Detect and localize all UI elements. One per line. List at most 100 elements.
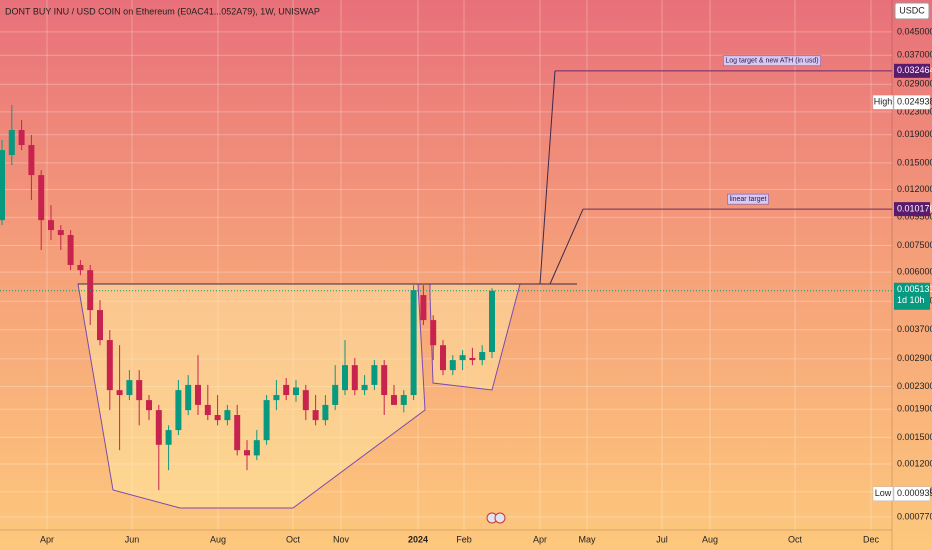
- candle-body: [67, 235, 74, 265]
- y-tick-label: 0.001200: [897, 458, 932, 468]
- candle-body: [0, 150, 5, 221]
- candle-body: [361, 384, 368, 391]
- y-tick-label: 0.009500: [897, 212, 932, 222]
- candle-body: [204, 404, 211, 416]
- y-tick-label: 0.006000: [897, 267, 932, 277]
- candle-body: [293, 387, 299, 396]
- x-tick-label: May: [578, 534, 596, 544]
- target-label-bg: [723, 55, 821, 67]
- candle-body: [28, 145, 35, 176]
- candle-body: [126, 380, 133, 396]
- countdown: 1d 10h: [897, 295, 925, 305]
- candle-body: [253, 440, 260, 456]
- candle-body: [391, 395, 397, 405]
- candle-body: [322, 404, 329, 421]
- target-label-bg: [727, 193, 769, 205]
- candle-body: [214, 415, 221, 421]
- currency-box: [894, 2, 930, 20]
- candle-body: [185, 384, 192, 411]
- candle-body: [440, 345, 446, 371]
- candle-body: [273, 395, 280, 401]
- target-label: linear target: [730, 196, 767, 203]
- candle-body: [420, 295, 427, 321]
- candle-body: [57, 230, 64, 236]
- candle-body: [332, 384, 339, 405]
- candle-body: [175, 390, 182, 431]
- projection-line: [549, 208, 584, 285]
- y-tick-label: 0.037000: [897, 50, 932, 60]
- candle-body: [342, 365, 348, 391]
- candle-body: [283, 384, 290, 396]
- candle-body: [87, 270, 94, 311]
- candle-body: [146, 400, 152, 411]
- price-label: 0.024938: [897, 97, 932, 107]
- y-tick-label: 0.023000: [897, 106, 932, 116]
- candles: [0, 105, 495, 491]
- currency: USDC: [899, 5, 925, 15]
- x-tick-label: Jul: [656, 534, 668, 544]
- price-box: [893, 486, 931, 502]
- candle-body: [371, 365, 378, 385]
- candle-body: [263, 400, 270, 441]
- candle-body: [116, 390, 123, 396]
- candle-body: [400, 395, 407, 405]
- candle-body: [479, 352, 486, 361]
- x-tick-label: Apr: [533, 534, 547, 544]
- y-tick-label: 0.002300: [897, 381, 932, 391]
- candle-body: [410, 290, 417, 396]
- x-tick-label: Aug: [702, 534, 718, 544]
- y-tick-label: 0.029000: [897, 79, 932, 89]
- x-tick-label: Oct: [788, 534, 803, 544]
- x-tick-label: Dec: [863, 534, 880, 544]
- candle-body: [489, 290, 495, 353]
- candle-body: [165, 430, 172, 445]
- candle-body: [48, 220, 54, 231]
- y-tick-label: 0.045000: [897, 26, 932, 36]
- candle-body: [77, 264, 84, 271]
- x-tick-label: Apr: [40, 534, 54, 544]
- candle-body: [18, 130, 25, 146]
- mark-label: Low: [875, 488, 892, 498]
- chart-title: DONT BUY INU / USD COIN on Ethereum (E0A…: [5, 6, 320, 16]
- y-tick-label: 0.003700: [897, 324, 932, 334]
- price-box: [894, 63, 930, 78]
- price-label: 0.000935: [897, 488, 932, 498]
- candle-body: [381, 365, 388, 396]
- y-tick-label: 0.002900: [897, 353, 932, 363]
- x-tick-label: 2024: [408, 534, 428, 544]
- candle-body: [8, 130, 15, 156]
- last-price-box: [894, 282, 930, 310]
- event-icon: [494, 512, 506, 524]
- candle-body: [224, 410, 231, 421]
- y-tick-label: 0.001900: [897, 404, 932, 414]
- projection-line: [539, 70, 556, 285]
- mark-tag: [872, 486, 894, 502]
- x-tick-label: Feb: [456, 534, 472, 544]
- price-label: 0.010176: [897, 204, 932, 214]
- mark-label: High: [874, 97, 893, 107]
- y-tick-label: 0.007500: [897, 240, 932, 250]
- price-label: 0.032464: [897, 65, 932, 75]
- candle-body: [351, 365, 358, 391]
- candle-body: [155, 410, 162, 445]
- last-price-label: 0.005131: [897, 284, 932, 294]
- candle-body: [312, 410, 319, 421]
- x-tick-label: Jun: [125, 534, 140, 544]
- price-box: [893, 95, 931, 110]
- x-tick-label: Aug: [210, 534, 226, 544]
- mark-tag: [872, 95, 894, 110]
- candle-body: [459, 355, 466, 361]
- price-box: [894, 202, 930, 217]
- x-tick-label: Nov: [333, 534, 350, 544]
- y-tick-label: 0.012000: [897, 184, 932, 194]
- candle-body: [430, 320, 437, 346]
- candle-body: [38, 175, 45, 221]
- candle-body: [106, 340, 113, 391]
- y-tick-label: 0.000770: [897, 511, 932, 521]
- y-tick-label: 0.019000: [897, 129, 932, 139]
- candle-body: [136, 380, 143, 401]
- x-tick-label: Oct: [286, 534, 301, 544]
- target-label: Log target & new ATH (in usd): [725, 58, 818, 65]
